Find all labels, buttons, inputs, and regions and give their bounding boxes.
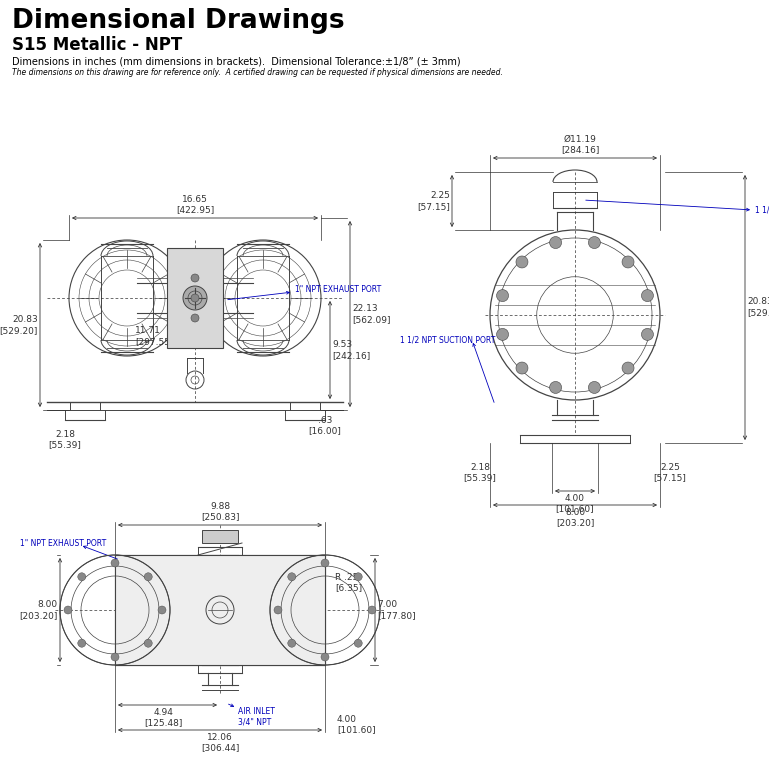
Circle shape [550,382,561,394]
Text: 8.00
[203.20]: 8.00 [203.20] [20,600,58,619]
Text: 7.00
[177.80]: 7.00 [177.80] [377,600,415,619]
Text: The dimensions on this drawing are for reference only.  A certified drawing can : The dimensions on this drawing are for r… [12,68,503,77]
Bar [167,248,223,348]
Circle shape [111,559,119,567]
Text: Dimensional Drawings: Dimensional Drawings [12,8,345,34]
Text: 4.94
[125.48]: 4.94 [125.48] [144,708,182,727]
Text: 11.71
[297.55]: 11.71 [297.55] [135,326,174,346]
Circle shape [191,294,199,302]
Text: 9.88
[250.83]: 9.88 [250.83] [201,502,239,521]
Text: Dimensions in inches (mm dimensions in brackets).  Dimensional Tolerance:±1/8” (: Dimensions in inches (mm dimensions in b… [12,56,461,66]
Text: AIR INLET
3/4" NPT: AIR INLET 3/4" NPT [238,707,275,727]
Circle shape [64,606,72,614]
Circle shape [288,639,296,648]
Text: 9.53
[242.16]: 9.53 [242.16] [332,340,370,359]
Circle shape [622,362,634,374]
Circle shape [641,290,654,302]
Text: 1 1/2 NPT SUCTION PORT: 1 1/2 NPT SUCTION PORT [400,335,495,344]
Circle shape [191,274,199,282]
Circle shape [78,639,86,648]
Circle shape [111,653,119,661]
Text: 1" NPT EXHAUST PORT: 1" NPT EXHAUST PORT [295,286,381,295]
Circle shape [497,290,508,302]
Circle shape [641,328,654,340]
Text: R .25
[6.35]: R .25 [6.35] [335,573,362,592]
Text: 22.13
[562.09]: 22.13 [562.09] [352,304,391,324]
Circle shape [158,606,166,614]
Circle shape [274,606,282,614]
Text: 2.18
[55.39]: 2.18 [55.39] [464,463,497,483]
Text: 16.65
[422.95]: 16.65 [422.95] [176,195,214,214]
Circle shape [368,606,376,614]
Text: 4.00
[101.60]: 4.00 [101.60] [556,494,594,514]
Text: S15 Metallic - NPT: S15 Metallic - NPT [12,36,182,54]
Text: Ø11.19
[284.16]: Ø11.19 [284.16] [561,135,599,154]
Circle shape [516,362,528,374]
Circle shape [588,382,601,394]
Circle shape [355,573,362,581]
Text: 2.25
[57.15]: 2.25 [57.15] [654,463,687,483]
Bar [202,530,238,543]
Text: 20.83
[529.20]: 20.83 [529.20] [0,315,38,334]
Text: 20.83
[529.20]: 20.83 [529.20] [747,297,769,317]
Circle shape [183,286,207,310]
Circle shape [355,639,362,648]
Circle shape [588,236,601,249]
Circle shape [145,639,152,648]
Circle shape [191,314,199,322]
Text: 4.00
[101.60]: 4.00 [101.60] [337,715,375,734]
Circle shape [288,573,296,581]
Circle shape [145,573,152,581]
Circle shape [550,236,561,249]
Bar [115,555,325,665]
Text: .63
[16.00]: .63 [16.00] [308,416,341,435]
Text: 1 1/2 NPT DISCHARGE PORT: 1 1/2 NPT DISCHARGE PORT [755,205,769,214]
Circle shape [497,328,508,340]
Text: 2.18
[55.39]: 2.18 [55.39] [48,430,82,449]
Circle shape [321,559,329,567]
Text: 1" NPT EXHAUST PORT: 1" NPT EXHAUST PORT [20,539,106,547]
Text: 2.25
[57.15]: 2.25 [57.15] [417,192,450,211]
Text: 8.00
[203.20]: 8.00 [203.20] [556,508,594,527]
Text: 12.06
[306.44]: 12.06 [306.44] [201,733,239,752]
Circle shape [622,256,634,268]
Circle shape [321,653,329,661]
Circle shape [516,256,528,268]
Circle shape [78,573,86,581]
